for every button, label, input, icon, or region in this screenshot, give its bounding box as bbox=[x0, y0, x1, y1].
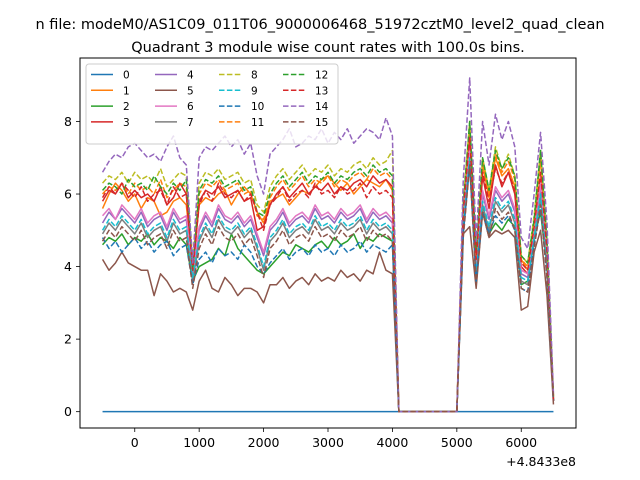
series-line-13 bbox=[101, 135, 555, 413]
x-tick-label: 4000 bbox=[377, 435, 409, 450]
chart-title: Quadrant 3 module wise count rates with … bbox=[131, 40, 525, 56]
legend-label-6: 6 bbox=[187, 101, 194, 113]
y-tick-label: 8 bbox=[64, 114, 72, 129]
series-layer bbox=[101, 77, 555, 413]
x-offset-label: +4.8433e8 bbox=[506, 454, 576, 469]
series-line-10 bbox=[101, 164, 555, 413]
series-line-8 bbox=[101, 120, 555, 413]
y-tick-label: 2 bbox=[64, 332, 72, 347]
series-line-14 bbox=[101, 77, 555, 413]
x-tick-label: 0 bbox=[131, 435, 139, 450]
series-line-9 bbox=[101, 157, 555, 413]
legend-label-9: 9 bbox=[251, 85, 258, 97]
legend-label-10: 10 bbox=[251, 101, 264, 113]
y-tick-label: 4 bbox=[64, 259, 72, 274]
legend-label-12: 12 bbox=[315, 70, 328, 82]
legend-label-11: 11 bbox=[251, 117, 264, 129]
x-tick-label: 2000 bbox=[248, 435, 280, 450]
legend-label-8: 8 bbox=[251, 70, 258, 82]
legend-label-5: 5 bbox=[187, 85, 194, 97]
legend-label-3: 3 bbox=[123, 117, 130, 129]
series-line-5 bbox=[101, 211, 555, 413]
legend-box bbox=[85, 63, 339, 145]
x-tick-label: 5000 bbox=[441, 435, 473, 450]
series-line-11 bbox=[101, 124, 555, 413]
x-tick-label: 3000 bbox=[312, 435, 344, 450]
series-line-15 bbox=[101, 164, 555, 413]
legend-label-15: 15 bbox=[315, 117, 328, 129]
legend-label-0: 0 bbox=[123, 70, 130, 82]
y-axis: 0 2 4 6 8 bbox=[64, 114, 80, 419]
x-tick-label: 6000 bbox=[505, 435, 537, 450]
legend-label-7: 7 bbox=[187, 117, 194, 129]
legend-label-13: 13 bbox=[315, 85, 328, 97]
x-tick-label: 1000 bbox=[183, 435, 215, 450]
legend-label-14: 14 bbox=[315, 101, 329, 113]
y-tick-label: 6 bbox=[64, 187, 72, 202]
x-axis: 0 1000 2000 3000 4000 5000 6000 bbox=[131, 428, 537, 450]
legend-label-4: 4 bbox=[187, 70, 194, 82]
legend-label-2: 2 bbox=[123, 101, 130, 113]
figure-suptitle: n file: modeM0/AS1C09_011T06_9000006468_… bbox=[35, 17, 604, 33]
y-tick-label: 0 bbox=[64, 404, 72, 419]
legend-label-1: 1 bbox=[123, 85, 130, 97]
